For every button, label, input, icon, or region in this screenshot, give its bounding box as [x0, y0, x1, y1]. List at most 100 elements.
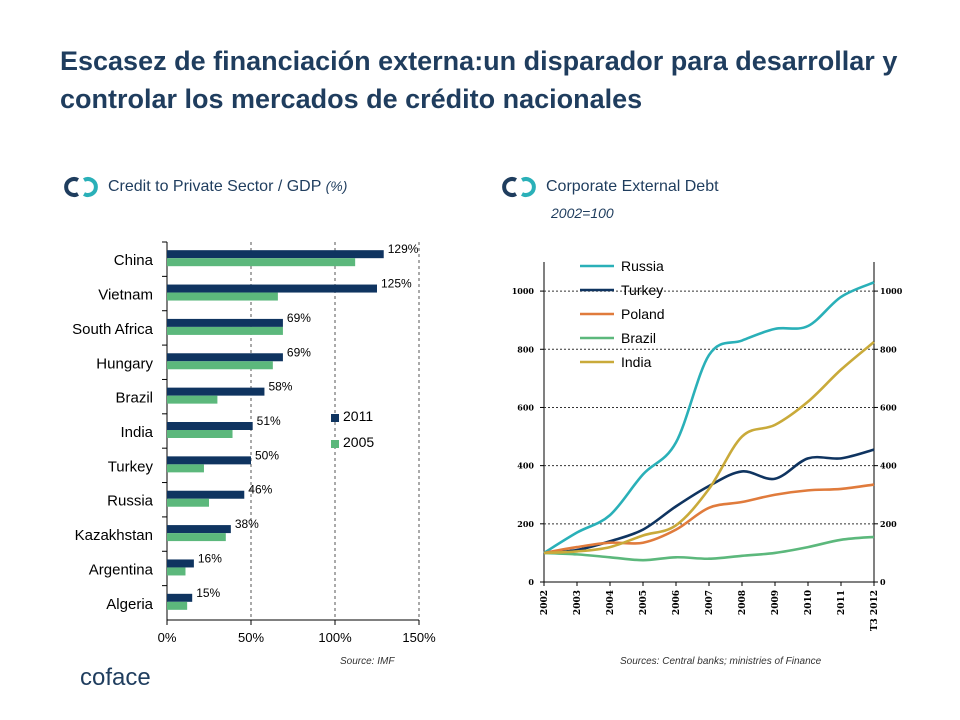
category-label: Kazakhstan: [75, 527, 153, 544]
x-tick-label: 100%: [318, 630, 352, 645]
category-label: South Africa: [72, 321, 154, 338]
x-tick-label: 2011: [837, 590, 847, 615]
bar-2005: [167, 395, 218, 404]
series-line-russia: [543, 281, 875, 555]
bar-2005: [167, 258, 356, 267]
bar-2005: [167, 292, 278, 301]
data-label: 50%: [255, 448, 279, 462]
x-tick-label: 0%: [158, 630, 177, 645]
bar-2005: [167, 464, 204, 473]
y-tick-label: 600: [517, 402, 534, 412]
x-tick-label: 50%: [238, 630, 264, 645]
category-label: Algeria: [106, 596, 153, 613]
bar-2011: [167, 490, 245, 499]
left-chart-title: Credit to Private Sector / GDP: [108, 178, 322, 195]
x-tick-label: 2002: [540, 590, 550, 615]
bar-2011: [167, 422, 253, 430]
bar-2011: [167, 559, 194, 568]
y-tick-label: 400: [517, 461, 534, 471]
coface-logo-text: coface: [80, 664, 151, 691]
legend-label-brazil: Brazil: [621, 330, 656, 346]
data-label: 38%: [235, 517, 259, 531]
series-line-brazil: [543, 535, 875, 562]
right-chart-source: Sources: Central banks; ministries of Fi…: [620, 656, 822, 667]
bar-2011: [167, 593, 193, 602]
x-tick-label: 2005: [639, 590, 649, 615]
right-chart-heading: Corporate External Debt: [500, 176, 719, 198]
right-chart-subtitle: 2002=100: [551, 205, 614, 221]
category-label: Turkey: [108, 458, 154, 475]
legend-swatch-2011: [331, 414, 339, 422]
bar-2005: [167, 361, 273, 370]
category-label: Russia: [107, 493, 154, 510]
category-label: Vietnam: [98, 287, 153, 304]
y2-tick-label: 800: [880, 344, 897, 354]
y2-tick-label: 200: [880, 519, 897, 529]
series-line-turkey: [543, 448, 875, 555]
bar-2011: [167, 284, 377, 293]
legend-label-poland: Poland: [621, 306, 665, 322]
legend-swatch-2005: [331, 440, 339, 448]
x-tick-label: 2007: [705, 590, 715, 615]
data-label: 69%: [287, 345, 311, 359]
data-label: 69%: [287, 311, 311, 325]
legend-label-2005: 2005: [343, 434, 374, 450]
x-tick-label: 2009: [771, 590, 781, 615]
coface-cc-icon: [64, 177, 98, 197]
bar-2011: [167, 525, 231, 534]
category-label: Hungary: [96, 355, 153, 372]
data-label: 46%: [248, 483, 272, 497]
x-tick-label: 2006: [672, 590, 682, 615]
bar-2005: [167, 533, 226, 542]
series-line-india: [543, 341, 875, 555]
bar-2005: [167, 498, 209, 507]
page-title: Escasez de financiación externa:un dispa…: [60, 46, 898, 114]
data-label: 15%: [196, 586, 220, 600]
x-tick-label: T3 2012: [870, 590, 880, 631]
bar-2005: [167, 326, 283, 335]
legend-label-2011: 2011: [343, 408, 373, 424]
x-tick-label: 2008: [738, 590, 748, 615]
series-line-poland: [543, 483, 875, 555]
category-label: China: [114, 252, 154, 269]
data-label: 16%: [198, 551, 222, 565]
coface-cc-icon: [502, 177, 536, 197]
data-label: 125%: [381, 277, 412, 291]
legend-label-india: India: [621, 354, 652, 370]
y-tick-label: 200: [517, 519, 534, 529]
y-tick-label: 1000: [512, 286, 535, 296]
y2-tick-label: 1000: [880, 286, 903, 296]
y2-tick-label: 0: [880, 577, 886, 587]
bar-2011: [167, 456, 251, 465]
x-tick-label: 2010: [804, 590, 814, 615]
coface-logo: coface: [80, 664, 151, 692]
y-tick-label: 800: [517, 344, 534, 354]
left-chart-heading: Credit to Private Sector / GDP (%): [62, 176, 347, 198]
y2-tick-label: 400: [880, 461, 897, 471]
bar-2005: [167, 601, 188, 610]
x-tick-label: 2003: [573, 590, 583, 615]
right-chart-title: Corporate External Debt: [546, 178, 719, 195]
category-label: Brazil: [115, 390, 153, 407]
bar-2011: [167, 318, 283, 327]
left-chart-unit: (%): [325, 178, 348, 194]
left-chart-source: Source: IMF: [340, 656, 395, 667]
legend-label-turkey: Turkey: [621, 282, 663, 298]
x-tick-label: 2004: [606, 590, 616, 615]
x-tick-label: 150%: [402, 630, 436, 645]
y2-tick-label: 600: [880, 402, 897, 412]
category-label: India: [120, 424, 153, 441]
bar-2011: [167, 250, 384, 259]
category-label: Argentina: [89, 561, 154, 578]
bar-2005: [167, 567, 186, 576]
bar-2011: [167, 353, 283, 362]
y-tick-label: 0: [528, 577, 534, 587]
data-label: 51%: [257, 414, 281, 428]
bar-2011: [167, 387, 265, 396]
data-label: 58%: [268, 380, 292, 394]
bar-2005: [167, 430, 233, 438]
data-label: 129%: [388, 242, 419, 256]
legend-label-russia: Russia: [621, 258, 664, 274]
